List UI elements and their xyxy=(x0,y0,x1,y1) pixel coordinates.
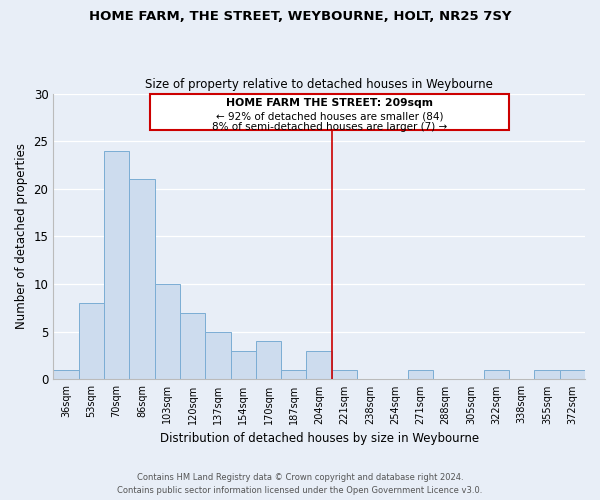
FancyBboxPatch shape xyxy=(149,94,509,130)
Title: Size of property relative to detached houses in Weybourne: Size of property relative to detached ho… xyxy=(145,78,493,91)
Bar xyxy=(281,370,307,380)
Bar xyxy=(332,370,357,380)
Bar xyxy=(53,370,79,380)
X-axis label: Distribution of detached houses by size in Weybourne: Distribution of detached houses by size … xyxy=(160,432,479,445)
Bar xyxy=(205,332,230,380)
Bar xyxy=(230,351,256,380)
Bar xyxy=(129,180,155,380)
Bar xyxy=(256,342,281,380)
Text: HOME FARM THE STREET: 209sqm: HOME FARM THE STREET: 209sqm xyxy=(226,98,433,108)
Text: ← 92% of detached houses are smaller (84): ← 92% of detached houses are smaller (84… xyxy=(215,112,443,122)
Bar xyxy=(560,370,585,380)
Bar xyxy=(155,284,180,380)
Text: 8% of semi-detached houses are larger (7) →: 8% of semi-detached houses are larger (7… xyxy=(212,122,447,132)
Bar xyxy=(408,370,433,380)
Bar xyxy=(307,351,332,380)
Text: HOME FARM, THE STREET, WEYBOURNE, HOLT, NR25 7SY: HOME FARM, THE STREET, WEYBOURNE, HOLT, … xyxy=(89,10,511,23)
Bar xyxy=(484,370,509,380)
Text: Contains HM Land Registry data © Crown copyright and database right 2024.
Contai: Contains HM Land Registry data © Crown c… xyxy=(118,473,482,495)
Bar xyxy=(180,312,205,380)
Bar xyxy=(79,303,104,380)
Bar xyxy=(535,370,560,380)
Bar xyxy=(104,150,129,380)
Y-axis label: Number of detached properties: Number of detached properties xyxy=(15,144,28,330)
